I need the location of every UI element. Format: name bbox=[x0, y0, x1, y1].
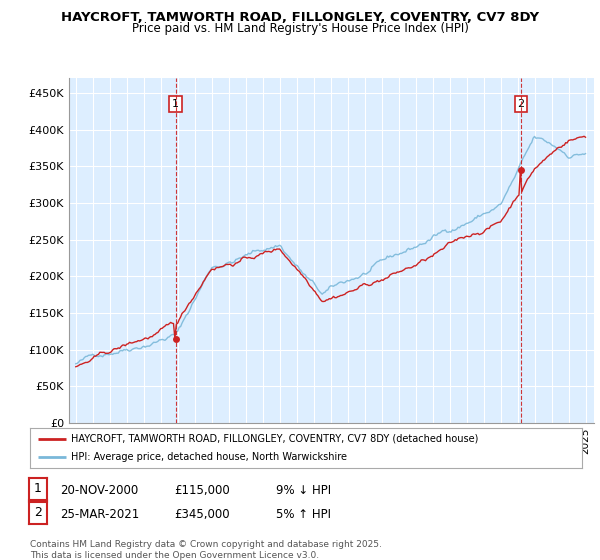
Text: Contains HM Land Registry data © Crown copyright and database right 2025.
This d: Contains HM Land Registry data © Crown c… bbox=[30, 540, 382, 560]
Text: 9% ↓ HPI: 9% ↓ HPI bbox=[276, 484, 331, 497]
Text: 2: 2 bbox=[34, 506, 42, 520]
Text: 1: 1 bbox=[34, 482, 42, 496]
Text: 5% ↑ HPI: 5% ↑ HPI bbox=[276, 508, 331, 521]
Text: 2: 2 bbox=[518, 99, 524, 109]
Text: 1: 1 bbox=[172, 99, 179, 109]
Text: £345,000: £345,000 bbox=[174, 508, 230, 521]
Text: £115,000: £115,000 bbox=[174, 484, 230, 497]
Text: HAYCROFT, TAMWORTH ROAD, FILLONGLEY, COVENTRY, CV7 8DY (detached house): HAYCROFT, TAMWORTH ROAD, FILLONGLEY, COV… bbox=[71, 434, 479, 444]
Text: Price paid vs. HM Land Registry's House Price Index (HPI): Price paid vs. HM Land Registry's House … bbox=[131, 22, 469, 35]
Text: 20-NOV-2000: 20-NOV-2000 bbox=[60, 484, 138, 497]
Text: HAYCROFT, TAMWORTH ROAD, FILLONGLEY, COVENTRY, CV7 8DY: HAYCROFT, TAMWORTH ROAD, FILLONGLEY, COV… bbox=[61, 11, 539, 24]
Text: 25-MAR-2021: 25-MAR-2021 bbox=[60, 508, 139, 521]
Text: HPI: Average price, detached house, North Warwickshire: HPI: Average price, detached house, Nort… bbox=[71, 452, 347, 462]
